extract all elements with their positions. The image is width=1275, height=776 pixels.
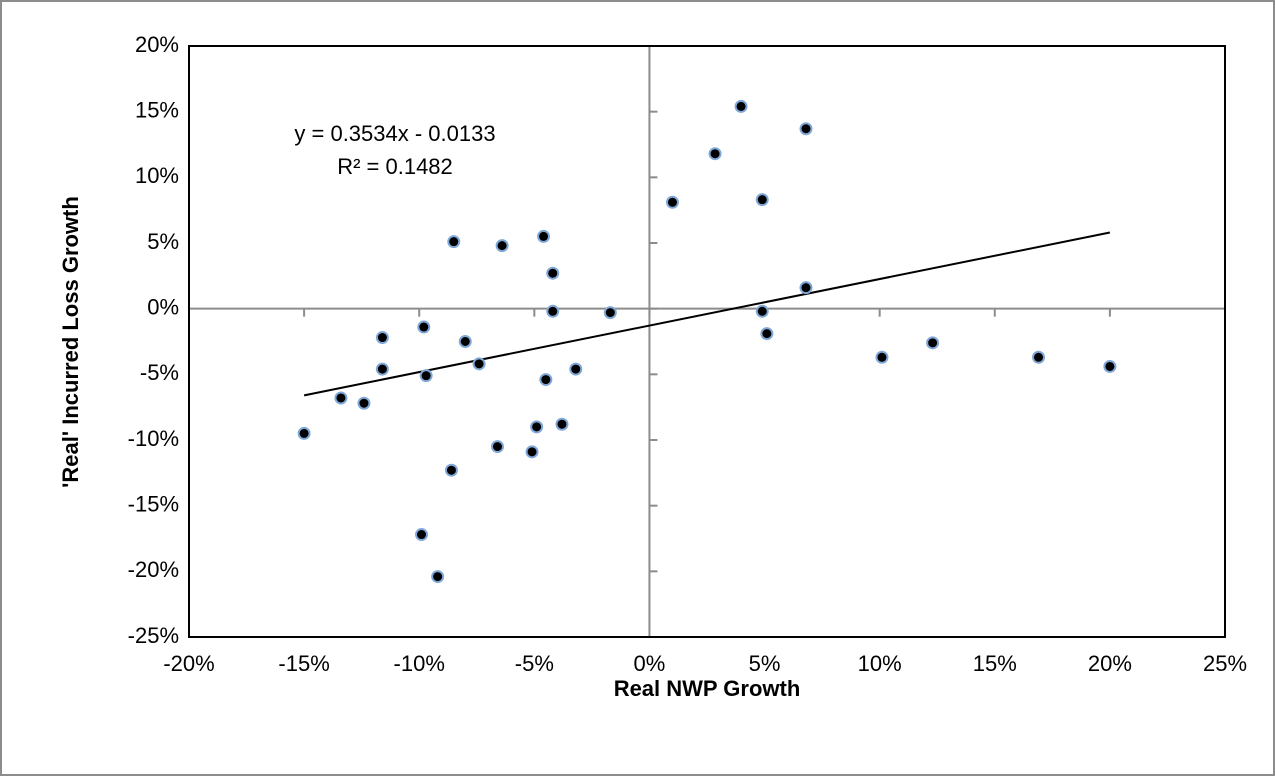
scatter-point (419, 369, 433, 383)
scatter-point (530, 420, 544, 434)
y-tick-label: -10% (128, 426, 179, 451)
scatter-point (926, 336, 940, 350)
y-tick-label: 0% (147, 294, 179, 319)
scatter-point (444, 463, 458, 477)
y-tick-label: -5% (140, 360, 179, 385)
x-tick-label: 5% (749, 651, 781, 676)
y-axis-title: 'Real' Incurred Loss Growth (58, 196, 83, 488)
scatter-point (603, 306, 617, 320)
scatter-point (760, 327, 774, 341)
x-tick-label: 0% (634, 651, 666, 676)
scatter-point (539, 373, 553, 387)
scatter-point (334, 391, 348, 405)
scatter-point (375, 331, 389, 345)
scatter-point (1032, 350, 1046, 364)
scatter-point (472, 357, 486, 371)
scatter-point (1103, 359, 1117, 373)
scatter-point (555, 417, 569, 431)
scatter-point (755, 193, 769, 207)
scatter-point (537, 229, 551, 243)
y-tick-label: 5% (147, 229, 179, 254)
plot-frame (188, 45, 1226, 638)
r-squared: R² = 0.1482 (337, 154, 453, 179)
x-tick-label: -15% (278, 651, 329, 676)
scatter-point (431, 570, 445, 584)
scatter-point (546, 266, 560, 280)
x-tick-label: -5% (515, 651, 554, 676)
scatter-point (525, 445, 539, 459)
scatter-point (546, 304, 560, 318)
scatter-point (447, 235, 461, 249)
y-tick-label: 20% (135, 32, 179, 57)
scatter-point (458, 335, 472, 348)
scatter-point (799, 122, 813, 136)
x-axis-title: Real NWP Growth (614, 676, 801, 701)
scatter-point (569, 362, 583, 376)
scatter-point (297, 426, 311, 440)
scatter-point (375, 362, 389, 376)
scatter-point (357, 396, 371, 410)
scatter-point (490, 440, 504, 454)
y-tick-label: -25% (128, 623, 179, 648)
scatter-point (665, 195, 679, 209)
y-tick-label: -15% (128, 491, 179, 516)
scatter-point (799, 281, 813, 295)
y-tick-label: 15% (135, 97, 179, 122)
scatter-point (734, 99, 748, 113)
x-tick-label: -10% (394, 651, 445, 676)
scatter-point (875, 350, 889, 364)
x-tick-label: -20% (163, 651, 214, 676)
scatter-point (495, 239, 509, 253)
scatter-point (755, 304, 769, 318)
x-tick-label: 10% (858, 651, 902, 676)
y-tick-label: -20% (128, 557, 179, 582)
x-tick-label: 20% (1088, 651, 1132, 676)
scatter-point (415, 528, 429, 542)
trend-equation: y = 0.3534x - 0.0133 (294, 121, 495, 146)
trendline (303, 231, 1111, 397)
x-tick-label: 25% (1203, 651, 1247, 676)
scatter-point (417, 320, 431, 334)
y-tick-label: 10% (135, 163, 179, 188)
scatter-point (708, 147, 722, 161)
x-tick-label: 15% (973, 651, 1017, 676)
